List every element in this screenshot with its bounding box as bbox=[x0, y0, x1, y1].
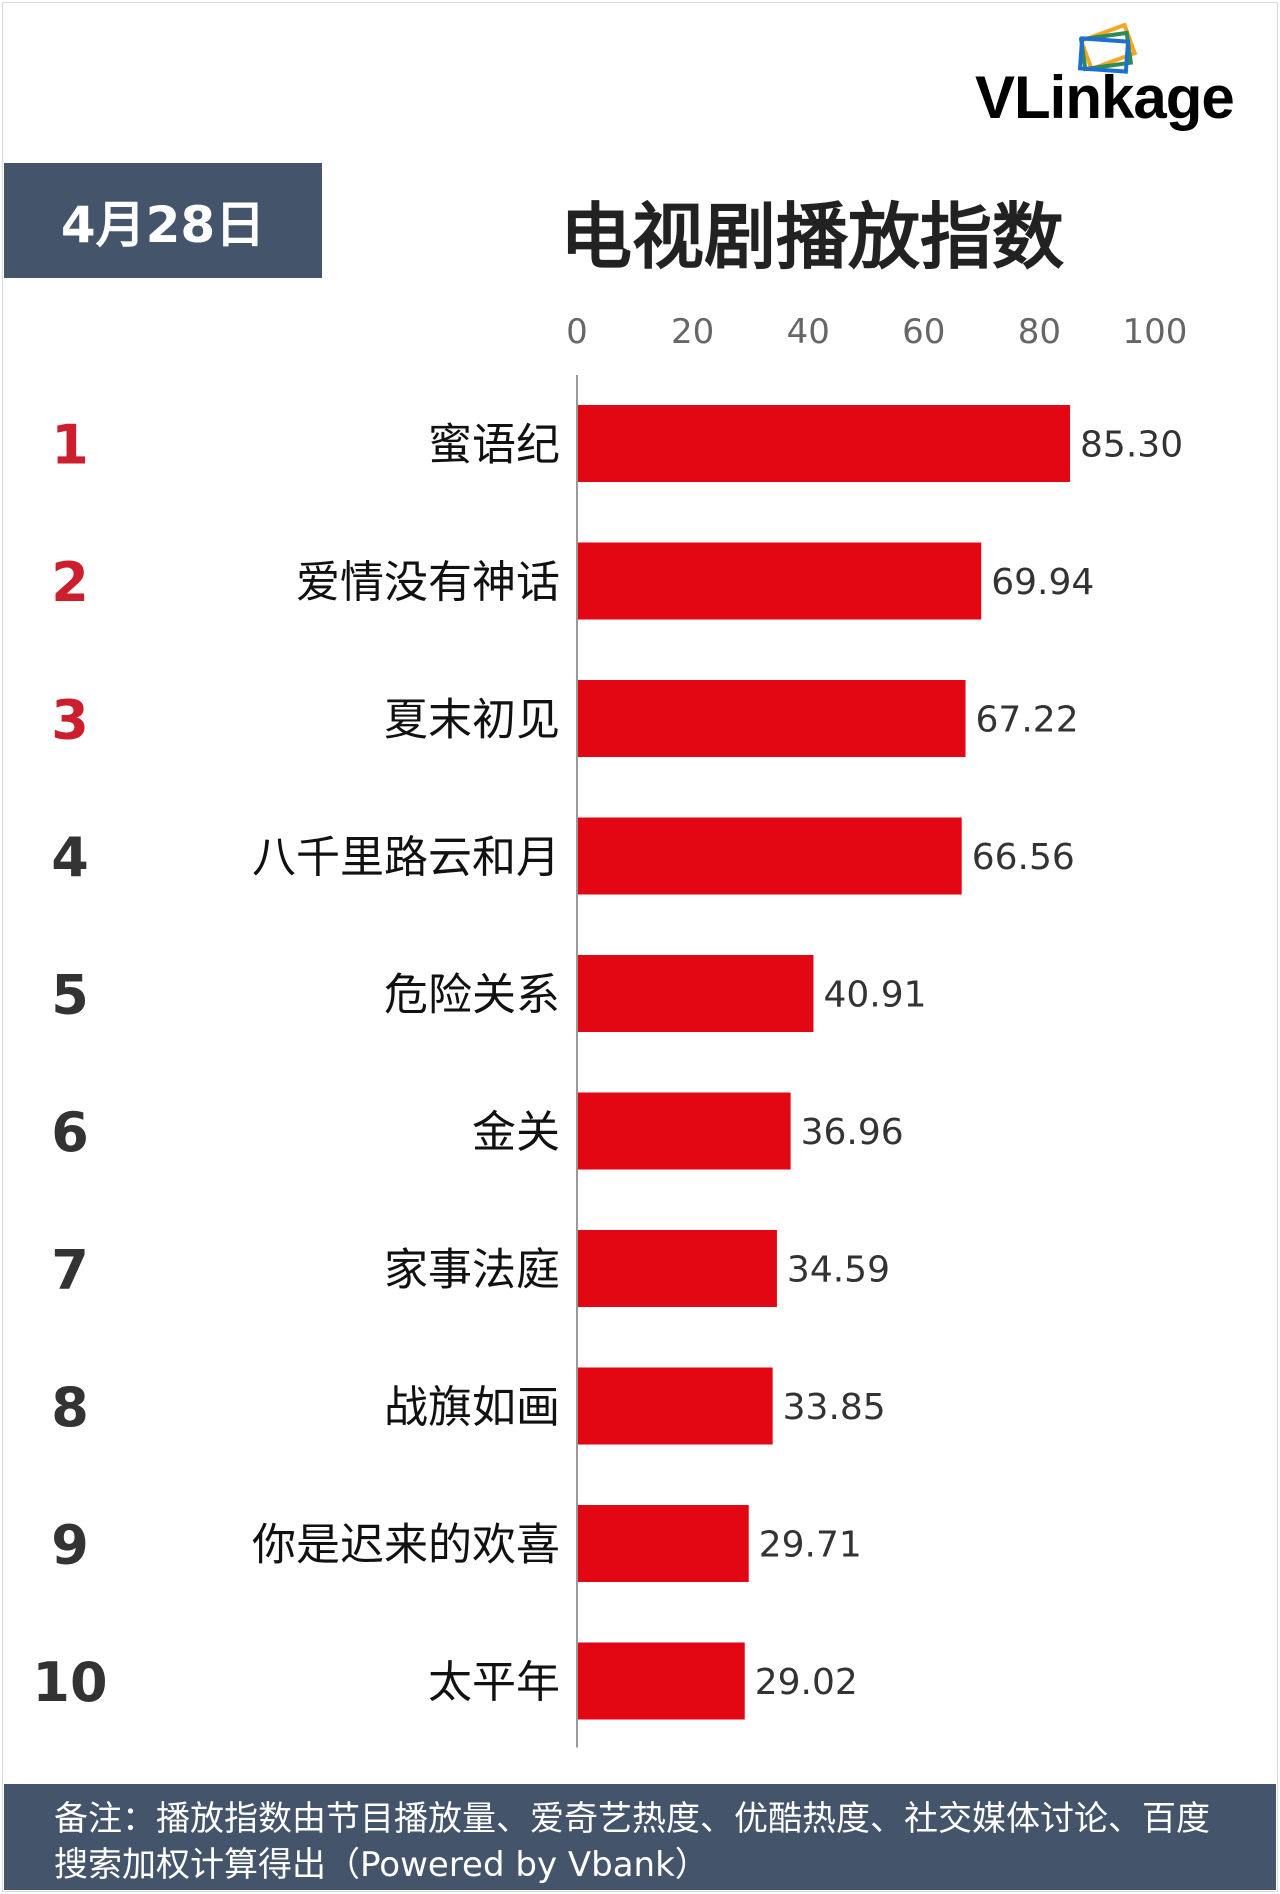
bar-value-label: 67.22 bbox=[976, 700, 1079, 741]
x-tick-label: 20 bbox=[671, 312, 714, 352]
bar bbox=[578, 680, 966, 757]
rank-number: 4 bbox=[51, 826, 89, 889]
x-tick-label: 80 bbox=[1018, 312, 1061, 352]
bar-value-label: 29.71 bbox=[759, 1525, 862, 1566]
bar-value-label: 66.56 bbox=[972, 837, 1075, 878]
rank-number: 7 bbox=[51, 1239, 89, 1302]
category-label: 金关 bbox=[472, 1107, 560, 1158]
rank-number: 6 bbox=[51, 1101, 89, 1164]
bar-value-label: 36.96 bbox=[801, 1112, 904, 1153]
rank-number: 8 bbox=[51, 1376, 89, 1439]
x-tick-label: 40 bbox=[787, 312, 830, 352]
logo-text: VLinkage bbox=[975, 64, 1235, 131]
x-tick-label: 0 bbox=[566, 312, 588, 352]
footer-note: 备注：播放指数由节目播放量、爱奇艺热度、优酷热度、社交媒体讨论、百度搜索加权计算… bbox=[4, 1784, 1276, 1890]
logo-stacked-cards-icon bbox=[1077, 22, 1138, 74]
chart-title: 电视剧播放指数 bbox=[560, 195, 1065, 279]
bar bbox=[578, 817, 962, 895]
bar bbox=[578, 542, 982, 620]
category-label: 八千里路云和月 bbox=[252, 832, 560, 883]
bar bbox=[578, 1230, 777, 1307]
bar-value-label: 40.91 bbox=[823, 975, 926, 1016]
bar-value-label: 34.59 bbox=[787, 1250, 890, 1291]
x-tick-label: 100 bbox=[1123, 312, 1188, 352]
category-label: 太平年 bbox=[428, 1657, 560, 1708]
category-label: 你是迟来的欢喜 bbox=[252, 1520, 560, 1571]
category-label: 爱情没有神话 bbox=[296, 557, 560, 608]
bar-value-label: 29.02 bbox=[755, 1662, 858, 1703]
bar-chart: 0 20 40 60 80 100 85.30 蜜语纪 1 69.94 爱情没有神话 2 67.22 夏末… bbox=[32, 312, 1188, 1748]
rank-number: 1 bbox=[51, 414, 89, 477]
date-badge: 4月28日 bbox=[4, 163, 322, 278]
bar-value-label: 69.94 bbox=[991, 562, 1094, 603]
x-tick-label: 60 bbox=[902, 312, 945, 352]
bar bbox=[578, 1505, 749, 1582]
rank-number: 10 bbox=[32, 1651, 107, 1714]
category-label: 战旗如画 bbox=[384, 1382, 560, 1433]
bar bbox=[578, 405, 1071, 482]
vlinkage-logo: VLinkage bbox=[975, 22, 1275, 142]
bar bbox=[578, 955, 814, 1032]
bar bbox=[578, 1092, 791, 1170]
rank-number: 9 bbox=[51, 1514, 89, 1577]
rank-number: 2 bbox=[51, 551, 89, 614]
bar bbox=[578, 1642, 745, 1720]
bar-value-label: 33.85 bbox=[783, 1387, 886, 1428]
category-label: 蜜语纪 bbox=[428, 420, 560, 471]
bar bbox=[578, 1367, 773, 1445]
bar-value-label: 85.30 bbox=[1080, 425, 1183, 466]
rank-number: 3 bbox=[51, 689, 89, 752]
rank-number: 5 bbox=[51, 964, 89, 1027]
category-label: 夏末初见 bbox=[384, 695, 560, 746]
category-label: 危险关系 bbox=[384, 970, 560, 1021]
category-label: 家事法庭 bbox=[384, 1245, 560, 1296]
